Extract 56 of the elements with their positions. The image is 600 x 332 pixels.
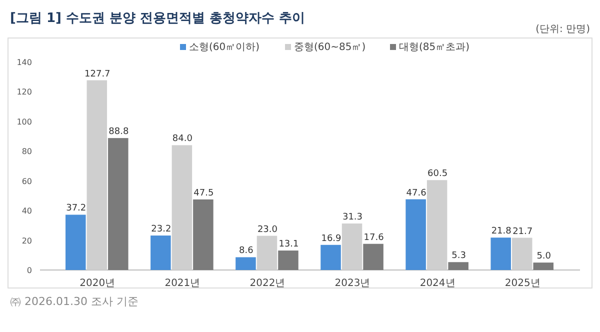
bar <box>150 236 171 270</box>
data-label: 23.2 <box>151 224 172 235</box>
y-tick-label: 100 <box>16 117 32 126</box>
bar <box>533 262 554 270</box>
legend-label: 대형(85㎡초과) <box>399 42 470 53</box>
bar <box>86 80 108 270</box>
data-label: 8.6 <box>239 246 254 256</box>
y-tick-label: 80 <box>22 147 32 156</box>
text: (단위: 만명) <box>536 24 590 35</box>
y-tick-label: 20 <box>22 236 32 246</box>
bar <box>448 262 468 270</box>
y-tick-label: 0 <box>26 266 32 275</box>
data-label: 84.0 <box>172 134 193 144</box>
data-label: 5.0 <box>536 252 552 262</box>
data-label: 21.8 <box>491 226 512 237</box>
bar <box>426 180 448 270</box>
text: ㈜ 2026.01.30 조사 기준 <box>10 295 138 308</box>
data-label: 47.6 <box>406 188 427 198</box>
bar <box>512 238 532 270</box>
y-tick-label: 40 <box>22 206 32 216</box>
data-label: 31.3 <box>342 212 363 222</box>
x-tick-label: 2025년 <box>504 278 540 289</box>
data-label: 60.5 <box>428 169 448 180</box>
y-tick-label: 140 <box>16 58 32 67</box>
data-label: 13.1 <box>278 240 299 250</box>
bar <box>172 145 192 270</box>
y-tick-label: 120 <box>16 88 32 97</box>
bar <box>490 238 511 270</box>
bar <box>236 257 256 270</box>
bar <box>278 250 298 270</box>
bar <box>256 236 278 270</box>
bar <box>320 244 341 270</box>
x-tick-label: 2020년 <box>80 278 116 289</box>
data-label: 21.7 <box>512 226 533 237</box>
x-tick-label: 2021년 <box>164 278 200 289</box>
bar <box>193 199 214 270</box>
legend-label: 중형(60~85㎡) <box>294 42 366 53</box>
bar <box>363 244 384 270</box>
x-tick-label: 2023년 <box>334 278 370 289</box>
x-tick-label: 2022년 <box>250 278 286 289</box>
data-label: 17.6 <box>364 232 384 243</box>
data-label: 88.8 <box>108 127 129 138</box>
bar <box>342 223 362 270</box>
data-label: 23.0 <box>257 224 278 235</box>
x-tick-label: 2024년 <box>420 278 456 289</box>
y-tick-label: 60 <box>22 176 32 186</box>
chart-title: [그림 1] 수도권 분양 전용면적별 총청약자수 추이 <box>10 11 306 26</box>
data-label: 37.2 <box>66 204 86 214</box>
bar <box>406 199 426 270</box>
bar <box>108 138 128 270</box>
data-label: 127.7 <box>84 69 110 80</box>
data-label: 16.9 <box>321 234 342 244</box>
data-label: 5.3 <box>452 251 466 262</box>
data-label: 47.5 <box>194 188 214 198</box>
bar <box>66 214 86 270</box>
legend-label: 소형(60㎡이하) <box>189 42 260 53</box>
